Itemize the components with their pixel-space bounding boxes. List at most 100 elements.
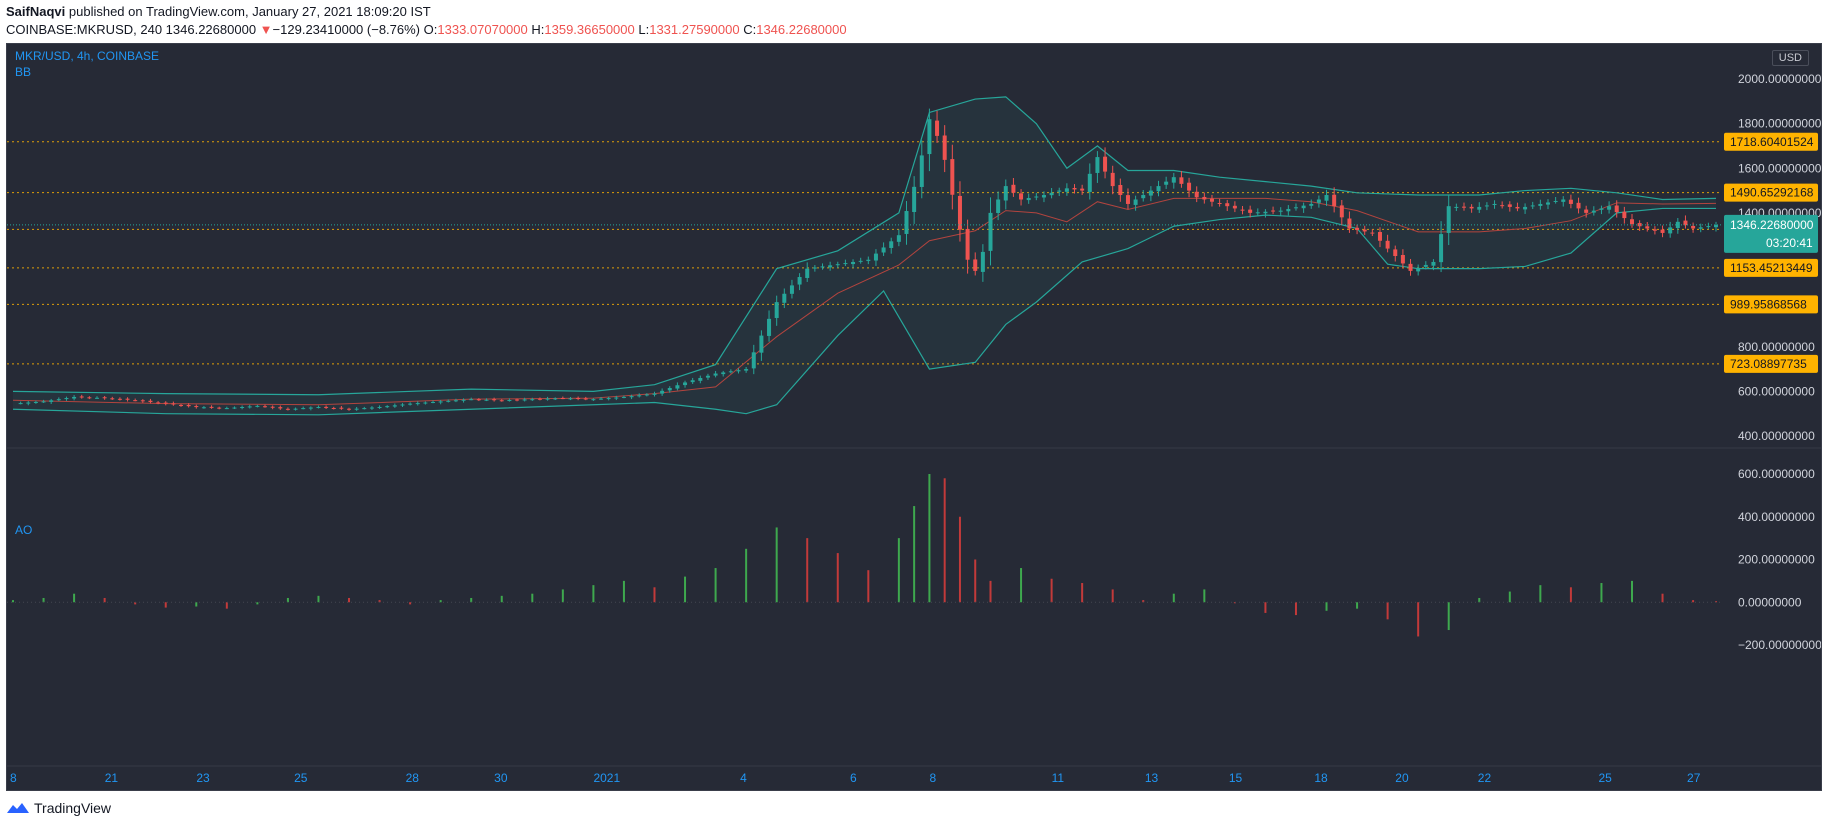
candle-body	[1370, 232, 1375, 234]
candle	[1347, 211, 1352, 233]
close-value: 1346.22680000	[756, 22, 847, 37]
candle	[49, 398, 54, 404]
candle-body	[240, 406, 245, 408]
candle	[950, 144, 955, 210]
candle	[1714, 221, 1718, 232]
chart-panel[interactable]: MKR/USD, 4h, COINBASE BB USD AO 2000.000…	[6, 43, 1822, 791]
candle	[1034, 192, 1039, 201]
candle	[1263, 209, 1268, 218]
candle	[1454, 203, 1459, 212]
ao-bar	[1172, 593, 1175, 603]
candle-body	[377, 406, 382, 408]
ao-bar	[745, 548, 748, 603]
candle	[79, 394, 84, 399]
ao-indicator-label[interactable]: AO	[15, 523, 33, 537]
candle	[301, 406, 306, 410]
candle-body	[1209, 198, 1214, 202]
time-axis-tick: 6	[850, 771, 857, 785]
candle-body	[201, 407, 206, 409]
candle-body	[1271, 210, 1276, 212]
candle-body	[308, 407, 313, 409]
time-axis-tick: 18	[1314, 771, 1328, 785]
candle-body	[1591, 210, 1596, 213]
candle-body	[1377, 232, 1382, 241]
bb-upper-band	[12, 96, 1717, 396]
candle-body	[583, 398, 588, 400]
current-price-bg	[1724, 214, 1818, 253]
candle	[1698, 223, 1703, 233]
candle	[980, 244, 985, 282]
ao-bar	[943, 478, 946, 603]
candle-body	[431, 401, 436, 403]
candle	[782, 288, 787, 309]
candle-body	[736, 370, 741, 372]
candle	[240, 405, 245, 410]
candle	[186, 403, 191, 408]
candle-body	[621, 396, 626, 398]
ao-bar	[500, 595, 503, 603]
candle	[1217, 198, 1222, 207]
ohlc-line: COINBASE:MKRUSD, 240 1346.22680000 ▼−129…	[6, 22, 847, 37]
chart-canvas[interactable]: 2000.00000000 1800.00000000 1600.00000000 1…	[7, 44, 1821, 790]
candle-body	[232, 407, 237, 409]
ao-bar	[653, 587, 656, 603]
ao-bar	[470, 597, 473, 603]
time-axis-tick: 20	[1395, 771, 1409, 785]
candle	[1286, 205, 1291, 216]
ao-axis-tick: 600.00000000	[1738, 467, 1815, 481]
candle-body	[835, 264, 840, 266]
candle	[179, 403, 184, 407]
open-label: O:	[423, 22, 438, 37]
candle-body	[1385, 240, 1390, 249]
candle	[339, 405, 344, 410]
candle	[385, 405, 390, 409]
candle	[41, 399, 46, 403]
currency-button[interactable]: USD	[1771, 50, 1809, 66]
candle-body	[140, 400, 145, 402]
ao-bar	[1081, 583, 1084, 603]
candle-body	[1683, 220, 1688, 226]
candle	[308, 406, 313, 411]
candle-body	[721, 372, 726, 375]
time-axis-tick: 4	[740, 771, 747, 785]
down-arrow-icon: ▼	[259, 22, 273, 37]
candle-body	[1622, 211, 1627, 219]
candle	[476, 398, 481, 402]
candle-body	[1500, 205, 1505, 207]
time-axis-tick: 30	[494, 771, 508, 785]
high-label: H:	[531, 22, 545, 37]
candle-body	[133, 400, 138, 402]
candle-body	[1019, 193, 1024, 200]
candle-body	[1003, 186, 1008, 201]
ao-bar	[73, 593, 76, 603]
candle-body	[362, 408, 367, 410]
candle-body	[1530, 205, 1535, 207]
candle	[1591, 206, 1596, 216]
candle-body	[942, 135, 947, 160]
candle	[125, 397, 130, 402]
candle-body	[1309, 203, 1314, 206]
candle	[843, 259, 848, 267]
candle-body	[423, 402, 428, 404]
candle	[293, 407, 298, 411]
candle	[1500, 201, 1505, 209]
candle-body	[957, 195, 962, 230]
candle-body	[194, 406, 199, 408]
candle-body	[400, 404, 405, 406]
candle-body	[751, 352, 756, 369]
candle-body	[1293, 207, 1298, 209]
ao-bar	[1715, 601, 1717, 603]
candle	[774, 295, 779, 326]
candle-body	[828, 265, 833, 268]
candle	[545, 396, 550, 401]
candle-body	[217, 407, 222, 409]
candle-body	[1607, 206, 1612, 210]
candle	[744, 367, 749, 373]
candle-body	[1347, 218, 1352, 229]
bb-indicator-label[interactable]: BB	[15, 65, 32, 79]
candle	[194, 404, 199, 409]
candle-body	[247, 406, 252, 408]
candle-body	[912, 186, 917, 213]
candle-body	[79, 396, 84, 398]
candle-countdown: 03:20:41	[1766, 236, 1813, 250]
